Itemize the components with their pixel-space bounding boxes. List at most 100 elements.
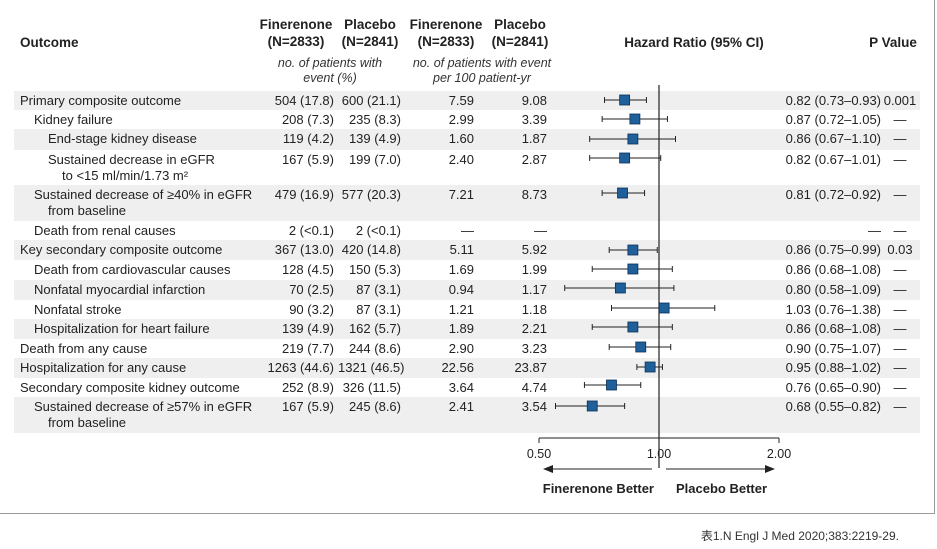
hazard-ratio-cell: 0.68 (0.55–0.82): [785, 399, 881, 414]
placebo-rate-cell: 2.21: [521, 321, 547, 336]
hazard-ratio-cell: 0.82 (0.67–1.01): [785, 152, 881, 167]
finerenone-events-cell: 119 (4.2): [282, 131, 334, 146]
finerenone-rate-cell: 1.69: [448, 262, 474, 277]
finerenone-rate-cell: 7.59: [448, 93, 474, 108]
hazard-ratio-marker: [629, 113, 641, 125]
outcome-label-line: Nonfatal stroke: [34, 302, 122, 317]
p-value-cell: —: [893, 282, 907, 297]
finerenone-rate-cell: 1.89: [448, 321, 474, 336]
p-value-cell: —: [893, 341, 907, 356]
outcome-label-line: Sustained decrease of ≥40% in eGFR: [34, 187, 253, 202]
placebo-events-cell: 139 (4.9): [348, 131, 401, 146]
figure-frame: [0, 0, 935, 514]
header-finerenone-rate: Finerenone (N=2833): [409, 17, 483, 49]
outcome-label: Death from cardiovascular causes: [34, 262, 231, 278]
placebo-events-cell: 245 (8.6): [348, 399, 401, 414]
outcome-label-line: Secondary composite kidney outcome: [20, 380, 240, 395]
hazard-ratio-marker: [635, 341, 647, 353]
header-hazard-ratio: Hazard Ratio (95% CI): [624, 35, 764, 50]
placebo-events-cell: 235 (8.3): [348, 112, 401, 127]
outcome-label-line: Hospitalization for heart failure: [34, 321, 210, 336]
outcome-label: Death from renal causes: [34, 223, 176, 239]
outcome-label: Kidney failure: [34, 112, 113, 128]
header-outcome: Outcome: [20, 35, 79, 50]
outcome-label: Sustained decrease in eGFR to <15 ml/min/…: [48, 152, 215, 184]
finerenone-rate-cell: —: [461, 223, 474, 238]
finerenone-better-arrowhead: [543, 465, 553, 473]
finerenone-events-cell: 479 (16.9): [274, 187, 334, 202]
table-row: Death from any cause 219 (7.7) 244 (8.6) 2.…: [14, 339, 920, 358]
hazard-ratio-marker: [644, 361, 656, 373]
placebo-rate-cell: 1.99: [521, 262, 547, 277]
outcome-label: Sustained decrease of ≥57% in eGFR from b…: [34, 399, 252, 431]
table-row: Hospitalization for any cause 1263 (44.6)…: [14, 358, 920, 378]
finerenone-events-cell: 167 (5.9): [281, 152, 334, 167]
hazard-ratio-cell: 0.81 (0.72–0.92): [785, 187, 881, 202]
x-tick-label: 0.50: [527, 447, 551, 461]
table-row: Death from cardiovascular causes 128 (4.5…: [14, 260, 920, 280]
x-tick-label: 2.00: [767, 447, 791, 461]
hazard-ratio-marker: [619, 94, 631, 106]
finerenone-rate-cell: 7.21: [448, 187, 474, 202]
placebo-rate-cell: 9.08: [521, 93, 547, 108]
outcome-label: Nonfatal myocardial infarction: [34, 282, 205, 298]
hazard-ratio-cell: 0.95 (0.88–1.02): [785, 360, 881, 375]
table-row: Nonfatal stroke 90 (3.2) 87 (3.1) 1.21 1.18 1…: [14, 300, 920, 319]
outcome-label-line: End-stage kidney disease: [48, 131, 197, 146]
p-value-cell: —: [893, 321, 907, 336]
hazard-ratio-marker: [627, 133, 639, 145]
hazard-ratio-cell: 0.86 (0.68–1.08): [785, 321, 881, 336]
finerenone-events-cell: 128 (4.5): [281, 262, 334, 277]
outcome-label: Hospitalization for any cause: [20, 360, 186, 376]
table-row: Hospitalization for heart failure 139 (4.…: [14, 319, 920, 339]
placebo-events-cell: 2 (<0.1): [355, 223, 401, 238]
hazard-ratio-marker: [606, 379, 617, 391]
placebo-rate-cell: 8.73: [521, 187, 547, 202]
placebo-events-cell: 87 (3.1): [356, 302, 401, 317]
placebo-rate-cell: 3.54: [521, 399, 547, 414]
finerenone-events-cell: 70 (2.5): [289, 282, 334, 297]
p-value-cell: —: [893, 112, 907, 127]
placebo-rate-cell: 23.87: [514, 360, 547, 375]
subheader-events: no. of patients with event (%): [277, 56, 383, 85]
table-row: Secondary composite kidney outcome 252 (8…: [14, 378, 920, 397]
hazard-ratio-marker: [627, 263, 639, 275]
hazard-ratio-marker: [617, 187, 628, 199]
table-row: End-stage kidney disease 119 (4.2) 139 (4.…: [14, 129, 920, 150]
source-caption: 表1.N Engl J Med 2020;383:2219-29.: [700, 529, 899, 543]
finerenone-events-cell: 219 (7.7): [281, 341, 334, 356]
outcome-label-line: Primary composite outcome: [20, 93, 182, 108]
outcome-label: Secondary composite kidney outcome: [20, 380, 240, 396]
placebo-events-cell: 87 (3.1): [356, 282, 401, 297]
hazard-ratio-cell: 1.03 (0.76–1.38): [785, 302, 881, 317]
table-row: Sustained decrease of ≥57% in eGFR from b…: [14, 397, 920, 433]
p-value-cell: —: [893, 302, 907, 317]
hazard-ratio-marker: [658, 302, 670, 314]
outcome-label: Hospitalization for heart failure: [34, 321, 210, 337]
finerenone-rate-cell: 1.60: [448, 131, 474, 146]
hazard-ratio-cell: —: [868, 223, 881, 238]
hazard-ratio-cell: 0.90 (0.75–1.07): [785, 341, 881, 356]
finerenone-events-cell: 208 (7.3): [281, 112, 334, 127]
p-value-cell: —: [893, 223, 907, 238]
finerenone-events-cell: 252 (8.9): [281, 380, 334, 395]
hazard-ratio-cell: 0.87 (0.72–1.05): [785, 112, 881, 127]
table-row: Primary composite outcome 504 (17.8) 600 (…: [14, 91, 920, 110]
finerenone-rate-cell: 1.21: [448, 302, 474, 317]
finerenone-rate-cell: 5.11: [449, 242, 474, 257]
p-value-cell: —: [893, 380, 907, 395]
finerenone-rate-cell: 2.40: [448, 152, 474, 167]
outcome-label-line: Death from any cause: [20, 341, 148, 356]
table-row: Sustained decrease of ≥40% in eGFR from b…: [14, 185, 920, 221]
finerenone-events-cell: 504 (17.8): [274, 93, 334, 108]
x-tick-label: 1.00: [647, 447, 671, 461]
finerenone-events-cell: 139 (4.9): [281, 321, 334, 336]
outcome-label-line: Kidney failure: [34, 112, 113, 127]
outcome-label-line-2: from baseline: [48, 203, 127, 218]
placebo-rate-cell: 3.39: [521, 112, 547, 127]
table-row: Nonfatal myocardial infarction 70 (2.5) 87…: [14, 280, 920, 300]
p-value-cell: —: [893, 152, 907, 167]
placebo-events-cell: 1321 (46.5): [338, 360, 405, 375]
placebo-rate-cell: 3.23: [521, 341, 547, 356]
